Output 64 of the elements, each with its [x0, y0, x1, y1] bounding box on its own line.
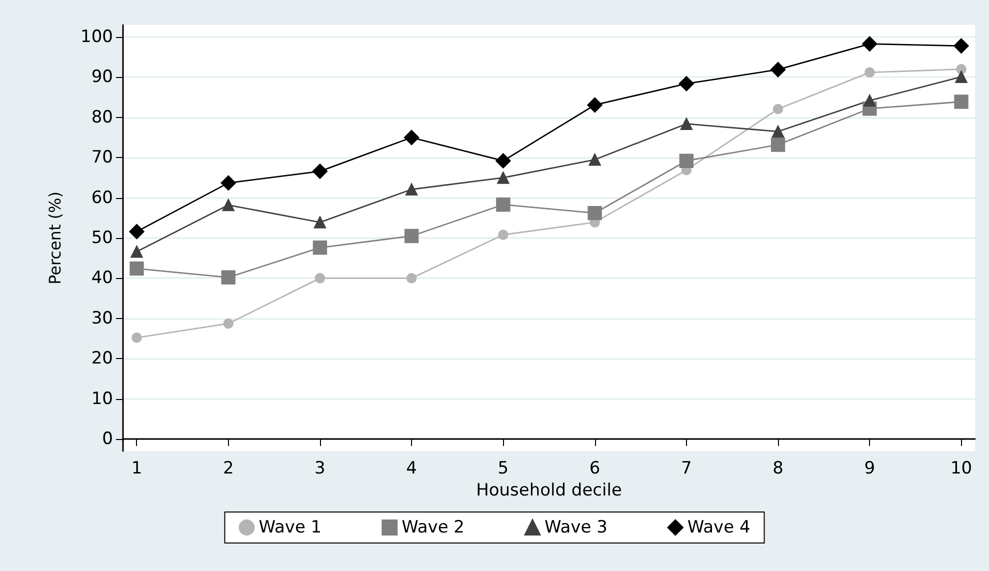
point [221, 270, 236, 284]
x-tick-label: 7 [681, 458, 692, 478]
legend-label: Wave 4 [687, 518, 750, 538]
x-tick-label: 9 [864, 458, 876, 478]
point [587, 97, 602, 113]
point [312, 164, 328, 179]
point [404, 130, 420, 146]
point [770, 62, 786, 78]
y-tick-label: 80 [91, 107, 113, 128]
x-tick-label: 6 [589, 458, 600, 478]
y-tick-label: 50 [91, 228, 113, 248]
point [223, 318, 234, 329]
legend-label: Wave 2 [402, 518, 465, 538]
point [496, 153, 511, 168]
point [314, 216, 326, 228]
point [588, 206, 602, 220]
y-tick-label: 30 [91, 308, 113, 328]
x-tick-label: 10 [950, 458, 972, 478]
point [679, 154, 694, 168]
point [129, 224, 144, 240]
point [220, 175, 236, 191]
point [954, 94, 968, 109]
point [678, 76, 694, 92]
point [314, 273, 326, 284]
point [862, 36, 878, 52]
point [406, 273, 417, 284]
point [498, 230, 508, 240]
y-tick-label: 10 [91, 388, 113, 409]
point [496, 198, 510, 212]
y-tick-label: 90 [91, 67, 113, 88]
y-tick-label: 60 [91, 188, 113, 208]
legend-label: Wave 1 [258, 518, 322, 538]
x-tick-label: 1 [131, 458, 142, 478]
y-tick-label: 70 [91, 148, 113, 168]
y-tick-label: 0 [102, 428, 113, 449]
y-tick-label: 20 [91, 348, 113, 369]
x-tick-label: 8 [772, 458, 784, 478]
point [312, 240, 328, 255]
y-tick-label: 40 [91, 268, 113, 288]
point [132, 332, 142, 343]
point [956, 64, 966, 74]
point [864, 67, 875, 78]
point [588, 154, 601, 166]
x-tick-label: 2 [222, 458, 234, 478]
point [222, 198, 234, 212]
point [130, 261, 144, 276]
point [770, 138, 786, 152]
x-tick-label: 4 [406, 458, 417, 478]
legend-label: Wave 3 [544, 518, 608, 538]
point [772, 104, 784, 114]
y-tick-label: 100 [80, 27, 113, 48]
point [680, 118, 693, 130]
point [954, 38, 969, 54]
x-axis-title: Household decile [476, 480, 622, 500]
point [864, 94, 876, 107]
point [405, 183, 418, 196]
point [130, 246, 143, 258]
point [404, 228, 419, 244]
y-axis-title: Percent (%) [46, 192, 64, 284]
point [497, 172, 510, 184]
point [772, 125, 784, 138]
x-tick-label: 5 [498, 458, 509, 478]
x-tick-label: 3 [314, 458, 326, 478]
point [955, 70, 968, 83]
